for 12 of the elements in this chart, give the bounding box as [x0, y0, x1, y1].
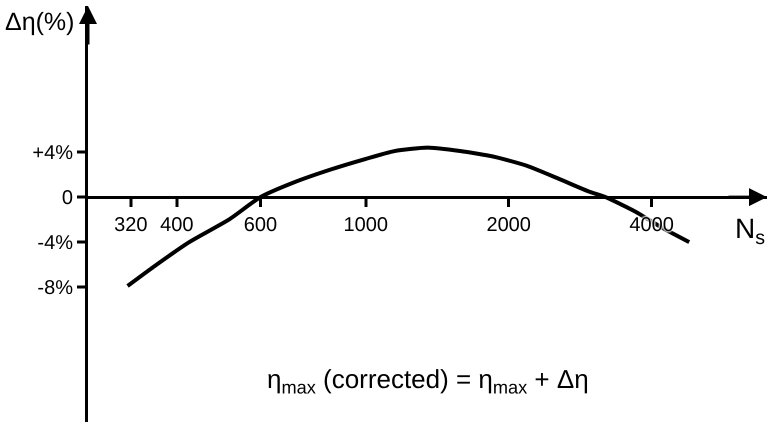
y-axis-title: Δη(%) [5, 8, 74, 36]
x-axis-title: N$_{s}$ [735, 213, 766, 249]
y-tick-label: +4% [32, 142, 74, 164]
x-tick-label: 2000 [486, 214, 531, 236]
x-tick-label: 320 [114, 214, 148, 236]
x-tick-label: 1000 [344, 214, 388, 236]
annotation: η$_{max}$ (corrected) = η$_{max}$ + Δη [267, 364, 589, 398]
y-tick-label: 0 [62, 187, 73, 210]
x-tick-label: 400 [160, 214, 194, 236]
y-tick-label: -4% [37, 232, 74, 254]
y-tick-label: -8% [37, 277, 74, 300]
x-tick-label: 600 [244, 214, 278, 236]
